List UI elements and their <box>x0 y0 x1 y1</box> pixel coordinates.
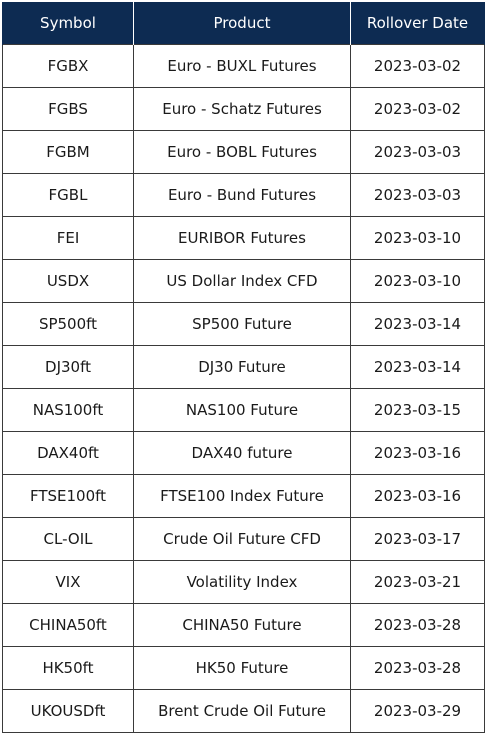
cell-symbol: CHINA50ft <box>2 603 134 647</box>
cell-rollover-date: 2023-03-28 <box>350 646 485 690</box>
column-header-product: Product <box>133 2 351 45</box>
cell-product: EURIBOR Futures <box>133 216 351 260</box>
table-body: FGBX Euro - BUXL Futures 2023-03-02 FGBS Eur… <box>2 44 485 733</box>
cell-rollover-date: 2023-03-16 <box>350 474 485 518</box>
cell-symbol: FTSE100ft <box>2 474 134 518</box>
table-row: VIX Volatility Index 2023-03-21 <box>2 560 485 604</box>
cell-product: US Dollar Index CFD <box>133 259 351 303</box>
table-row: USDX US Dollar Index CFD 2023-03-10 <box>2 259 485 303</box>
cell-rollover-date: 2023-03-28 <box>350 603 485 647</box>
cell-symbol: CL-OIL <box>2 517 134 561</box>
cell-product: Volatility Index <box>133 560 351 604</box>
table-row: CHINA50ft CHINA50 Future 2023-03-28 <box>2 603 485 647</box>
cell-symbol: FEI <box>2 216 134 260</box>
cell-symbol: FGBL <box>2 173 134 217</box>
cell-rollover-date: 2023-03-15 <box>350 388 485 432</box>
cell-product: DAX40 future <box>133 431 351 475</box>
table-row: DAX40ft DAX40 future 2023-03-16 <box>2 431 485 475</box>
cell-product: SP500 Future <box>133 302 351 346</box>
cell-product: CHINA50 Future <box>133 603 351 647</box>
cell-rollover-date: 2023-03-10 <box>350 216 485 260</box>
cell-rollover-date: 2023-03-03 <box>350 173 485 217</box>
cell-rollover-date: 2023-03-03 <box>350 130 485 174</box>
cell-rollover-date: 2023-03-02 <box>350 44 485 88</box>
table-row: SP500ft SP500 Future 2023-03-14 <box>2 302 485 346</box>
cell-symbol: FGBX <box>2 44 134 88</box>
cell-product: Euro - BOBL Futures <box>133 130 351 174</box>
column-header-rollover-date: Rollover Date <box>350 2 485 45</box>
cell-product: Euro - Schatz Futures <box>133 87 351 131</box>
cell-symbol: FGBS <box>2 87 134 131</box>
table-row: FTSE100ft FTSE100 Index Future 2023-03-16 <box>2 474 485 518</box>
table-row: NAS100ft NAS100 Future 2023-03-15 <box>2 388 485 432</box>
cell-symbol: SP500ft <box>2 302 134 346</box>
cell-rollover-date: 2023-03-14 <box>350 302 485 346</box>
table-row: FGBS Euro - Schatz Futures 2023-03-02 <box>2 87 485 131</box>
cell-product: Euro - BUXL Futures <box>133 44 351 88</box>
cell-symbol: VIX <box>2 560 134 604</box>
table-row: DJ30ft DJ30 Future 2023-03-14 <box>2 345 485 389</box>
cell-product: HK50 Future <box>133 646 351 690</box>
cell-product: NAS100 Future <box>133 388 351 432</box>
cell-symbol: USDX <box>2 259 134 303</box>
table-row: FGBM Euro - BOBL Futures 2023-03-03 <box>2 130 485 174</box>
cell-symbol: HK50ft <box>2 646 134 690</box>
cell-product: Crude Oil Future CFD <box>133 517 351 561</box>
cell-rollover-date: 2023-03-02 <box>350 87 485 131</box>
cell-rollover-date: 2023-03-29 <box>350 689 485 733</box>
table-row: HK50ft HK50 Future 2023-03-28 <box>2 646 485 690</box>
table-row: FGBL Euro - Bund Futures 2023-03-03 <box>2 173 485 217</box>
cell-symbol: NAS100ft <box>2 388 134 432</box>
cell-product: Euro - Bund Futures <box>133 173 351 217</box>
cell-product: DJ30 Future <box>133 345 351 389</box>
cell-rollover-date: 2023-03-14 <box>350 345 485 389</box>
table-row: FEI EURIBOR Futures 2023-03-10 <box>2 216 485 260</box>
cell-symbol: DAX40ft <box>2 431 134 475</box>
table-row: UKOUSDft Brent Crude Oil Future 2023-03-29 <box>2 689 485 733</box>
table-row: FGBX Euro - BUXL Futures 2023-03-02 <box>2 44 485 88</box>
table-header-row: Symbol Product Rollover Date <box>2 2 485 45</box>
cell-product: FTSE100 Index Future <box>133 474 351 518</box>
table-row: CL-OIL Crude Oil Future CFD 2023-03-17 <box>2 517 485 561</box>
cell-symbol: UKOUSDft <box>2 689 134 733</box>
column-header-symbol: Symbol <box>2 2 134 45</box>
cell-rollover-date: 2023-03-21 <box>350 560 485 604</box>
cell-rollover-date: 2023-03-10 <box>350 259 485 303</box>
cell-symbol: DJ30ft <box>2 345 134 389</box>
cell-symbol: FGBM <box>2 130 134 174</box>
cell-product: Brent Crude Oil Future <box>133 689 351 733</box>
cell-rollover-date: 2023-03-16 <box>350 431 485 475</box>
cell-rollover-date: 2023-03-17 <box>350 517 485 561</box>
